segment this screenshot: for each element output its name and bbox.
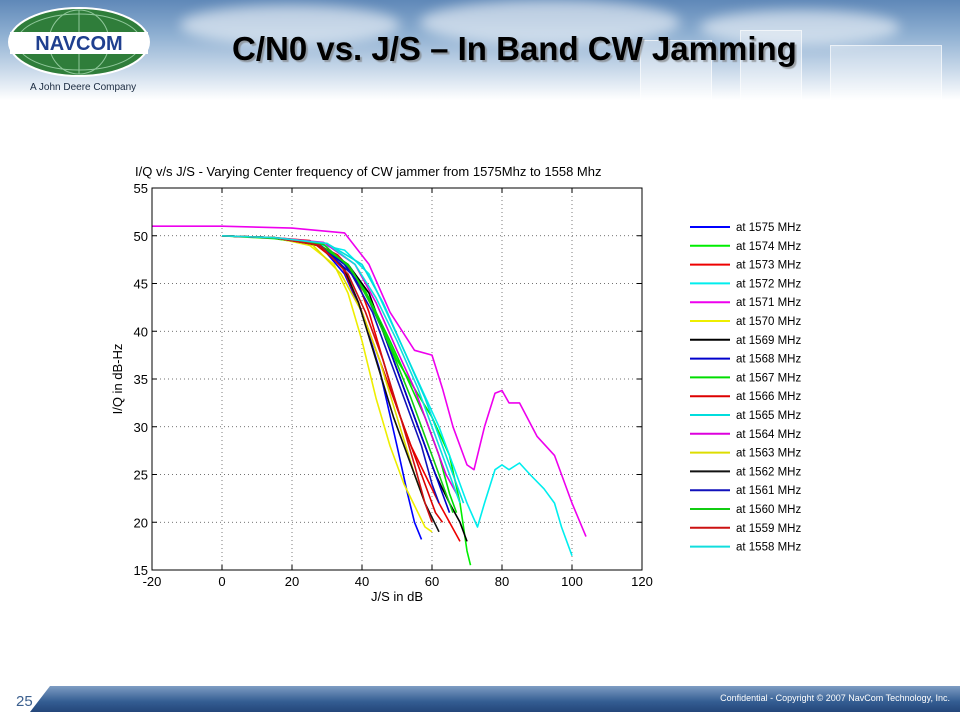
legend-label-7: at 1569 MHz (736, 335, 801, 347)
x-tick-label: 100 (561, 574, 583, 589)
y-tick-label: 50 (134, 229, 148, 244)
y-tick-label: 30 (134, 420, 148, 435)
series-line-5 (152, 225, 587, 537)
legend-label-12: at 1564 MHz (736, 429, 801, 441)
legend-label-1: at 1575 MHz (736, 222, 801, 234)
x-axis-label: J/S in dB (371, 589, 423, 604)
y-tick-label: 45 (134, 277, 148, 292)
x-tick-label: 20 (285, 574, 299, 589)
legend-label-15: at 1561 MHz (736, 485, 801, 497)
slide-title: C/N0 vs. J/S – In Band CW Jamming (232, 30, 797, 67)
building-decoration (830, 45, 942, 100)
series-line-17 (221, 235, 433, 523)
legend-label-11: at 1565 MHz (736, 410, 801, 422)
footer-copyright: Confidential - Copyright © 2007 NavCom T… (720, 693, 950, 703)
series-line-18 (221, 235, 461, 504)
x-tick-label: -20 (143, 574, 162, 589)
company-tagline: A John Deere Company (30, 82, 137, 93)
legend-label-8: at 1568 MHz (736, 354, 801, 366)
y-tick-label: 40 (134, 324, 148, 339)
legend-label-14: at 1562 MHz (736, 466, 801, 478)
cloud-decoration (420, 0, 680, 45)
navcom-logo: NAVCOM (8, 7, 150, 77)
x-tick-label: 60 (425, 574, 439, 589)
legend-label-9: at 1567 MHz (736, 372, 801, 384)
building-decoration (640, 40, 712, 100)
page-number: 25 (16, 693, 33, 710)
y-tick-label: 25 (134, 468, 148, 483)
legend-label-16: at 1560 MHz (736, 504, 801, 516)
legend-label-13: at 1563 MHz (736, 448, 801, 460)
legend-label-10: at 1566 MHz (736, 391, 801, 403)
y-tick-label: 15 (134, 563, 148, 578)
y-tick-label: 20 (134, 515, 148, 530)
x-tick-label: 40 (355, 574, 369, 589)
chart-title: I/Q v/s J/S - Varying Center frequency o… (135, 164, 601, 179)
y-axis-label: I/Q in dB-Hz (110, 344, 125, 415)
x-tick-label: 80 (495, 574, 509, 589)
line-chart: -20 0 20 40 60 80 100 120 15 20 25 30 35 40 45 50 55 I/Q … (110, 164, 801, 604)
legend-label-6: at 1570 MHz (736, 316, 801, 328)
x-tick-label: 0 (218, 574, 225, 589)
legend-label-17: at 1559 MHz (736, 523, 801, 535)
legend-label-4: at 1572 MHz (736, 278, 801, 290)
legend-label-3: at 1573 MHz (736, 260, 801, 272)
legend-label-2: at 1574 MHz (736, 241, 801, 253)
cloud-decoration (700, 10, 900, 45)
x-tick-label: 120 (631, 574, 653, 589)
legend-label-5: at 1571 MHz (736, 297, 801, 309)
building-decoration (740, 30, 802, 100)
legend-label-18: at 1558 MHz (736, 542, 801, 554)
header-banner: NAVCOM A John Deere Company C/N0 vs. J/S… (0, 0, 960, 100)
cloud-decoration (180, 5, 400, 45)
footer-bar: Confidential - Copyright © 2007 NavCom T… (30, 686, 960, 712)
logo-wordmark: NAVCOM (35, 33, 122, 55)
y-tick-label: 55 (134, 181, 148, 196)
y-tick-label: 35 (134, 372, 148, 387)
